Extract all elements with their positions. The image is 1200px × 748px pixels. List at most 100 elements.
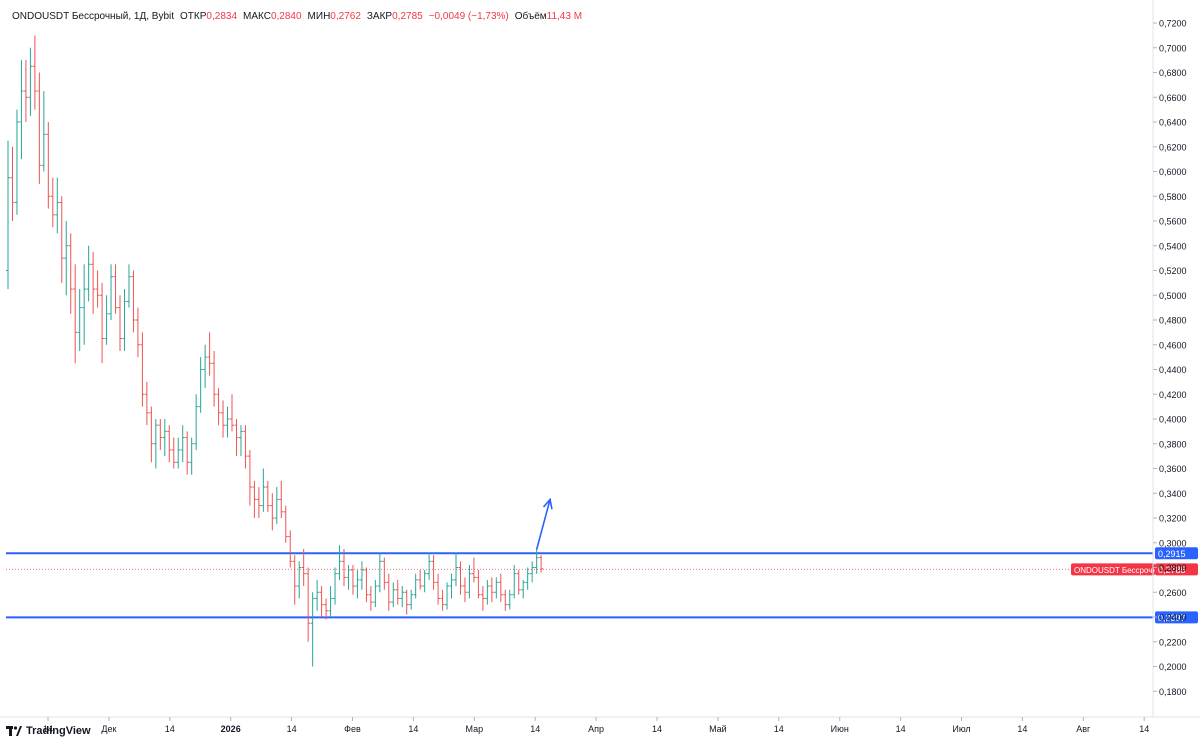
- ohlc-bar: [409, 589, 414, 610]
- high-value: 0,2840: [270, 11, 302, 22]
- ohlc-bar: [212, 350, 217, 407]
- x-tick-label: 14: [1139, 724, 1149, 734]
- ohlc-bar: [171, 437, 176, 469]
- ohlc-bar: [359, 561, 364, 590]
- ohlc-bar: [73, 264, 78, 364]
- last-price-label: 0,2785: [1158, 565, 1186, 575]
- open-label: ОТКР: [180, 11, 207, 22]
- x-tick-label: Авг: [1076, 724, 1091, 734]
- x-tick-label: 2026: [221, 724, 241, 734]
- ohlc-bar: [109, 264, 114, 320]
- ohlc-bar: [95, 270, 100, 308]
- ohlc-bar: [485, 579, 490, 605]
- ohlc-bar: [368, 586, 373, 611]
- close-value: 0,2785: [392, 11, 423, 22]
- ohlc-bar: [225, 406, 230, 438]
- y-tick-label: 0,6200: [1159, 142, 1187, 152]
- y-tick-label: 0,5000: [1159, 291, 1187, 301]
- y-tick-label: 0,5200: [1159, 266, 1187, 276]
- ohlc-bar: [503, 589, 508, 611]
- x-tick-label: Июл: [952, 724, 970, 734]
- y-tick-label: 0,2200: [1159, 637, 1187, 647]
- ohlc-bar: [46, 122, 51, 209]
- ohlc-bar: [180, 425, 185, 463]
- ohlc-bar: [301, 548, 306, 587]
- ohlc-bar: [14, 109, 19, 215]
- ohlc-bar: [118, 295, 122, 351]
- ohlc-bar: [507, 589, 512, 610]
- ohlc-bars: [6, 35, 544, 667]
- y-tick-label: 0,3200: [1159, 514, 1187, 524]
- y-tick-label: 0,4600: [1159, 340, 1187, 350]
- ohlc-bar: [279, 480, 284, 518]
- ohlc-bar: [373, 579, 378, 608]
- x-tick-label: Фев: [344, 724, 361, 734]
- ohlc-bar: [476, 569, 481, 599]
- ohlc-bar: [140, 332, 145, 407]
- ohlc-bar: [462, 577, 467, 603]
- ohlc-bar: [377, 552, 382, 593]
- ohlc-bar: [521, 579, 526, 599]
- x-tick-label: 14: [408, 724, 418, 734]
- projection-arrow-shaft: [535, 499, 551, 550]
- ohlc-bar: [445, 582, 450, 610]
- ohlc-bar: [382, 557, 387, 590]
- ohlc-bar: [525, 567, 530, 590]
- x-tick-label: Апр: [588, 724, 604, 734]
- ohlc-bar: [422, 569, 427, 593]
- ohlc-bar: [436, 573, 441, 605]
- ohlc-bar: [104, 295, 109, 345]
- low-value: 0,2762: [330, 11, 361, 22]
- ohlc-bar: [337, 545, 342, 580]
- ohlc-bar: [185, 431, 190, 475]
- level-price-tag: [1155, 611, 1198, 624]
- ohlc-bar: [350, 565, 355, 595]
- x-tick-label: Дек: [101, 724, 116, 734]
- tradingview-branding[interactable]: TradingView: [6, 725, 91, 737]
- ohlc-bar: [297, 561, 302, 599]
- ohlc-bar: [189, 437, 194, 475]
- ohlc-bar: [198, 357, 203, 413]
- level-price-label: 0,2915: [1158, 549, 1186, 559]
- ohlc-bar: [252, 480, 257, 518]
- x-tick-label: 14: [43, 724, 53, 734]
- y-tick-label: 0,7200: [1159, 19, 1187, 29]
- horizontal-levels[interactable]: 0,2915 0,2397: [6, 547, 1198, 624]
- close-label: ЗАКР: [366, 11, 393, 22]
- y-tick-label: 0,3000: [1159, 538, 1187, 548]
- ohlc-bar: [82, 264, 87, 345]
- y-tick-label: 0,2600: [1159, 588, 1187, 598]
- time-axis[interactable]: 14 Дек 14 2026 14 Фев 14 Мар 14 Апр 14 Май 14 Июн 14 Ию…: [0, 716, 1200, 734]
- high-label: МАКС: [243, 11, 271, 22]
- ohlc-bar: [207, 332, 212, 376]
- ohlc-bar: [149, 406, 154, 463]
- ohlc-bar: [292, 555, 297, 605]
- brand-name: TradingView: [26, 725, 91, 737]
- ohlc-bar: [413, 573, 418, 599]
- low-label: МИН: [307, 11, 331, 22]
- ohlc-bar: [19, 60, 24, 160]
- symbol-legend: ONDOUSDT Бессрочный, 1Д, Bybit ОТКР 0,28…: [12, 11, 582, 22]
- ohlc-bar: [221, 400, 226, 438]
- x-tick-label: 14: [1017, 724, 1027, 734]
- price-axis[interactable]: 0,7200 0,7000 0,6800 0,6600 0,6400 0,6200 0,60…: [1152, 0, 1187, 717]
- ohlc-bar: [126, 264, 131, 308]
- ohlc-bar: [319, 586, 324, 617]
- ohlc-bar: [59, 196, 64, 283]
- y-tick-label: 0,1800: [1159, 687, 1187, 697]
- symbol-title[interactable]: ONDOUSDT Бессрочный, 1Д, Bybit: [12, 11, 175, 22]
- ohlc-bar: [37, 72, 42, 184]
- ohlc-bar: [176, 437, 181, 469]
- ohlc-bar: [283, 505, 288, 543]
- y-tick-label: 0,6400: [1159, 118, 1187, 128]
- ohlc-bar: [355, 569, 360, 599]
- x-tick-label: Мар: [465, 724, 483, 734]
- tradingview-logo-icon: [6, 726, 22, 736]
- ohlc-bar: [516, 569, 521, 595]
- ohlc-bar: [230, 394, 234, 432]
- y-tick-label: 0,6600: [1159, 93, 1187, 103]
- ohlc-bar: [480, 586, 485, 611]
- ohlc-bar: [64, 221, 69, 296]
